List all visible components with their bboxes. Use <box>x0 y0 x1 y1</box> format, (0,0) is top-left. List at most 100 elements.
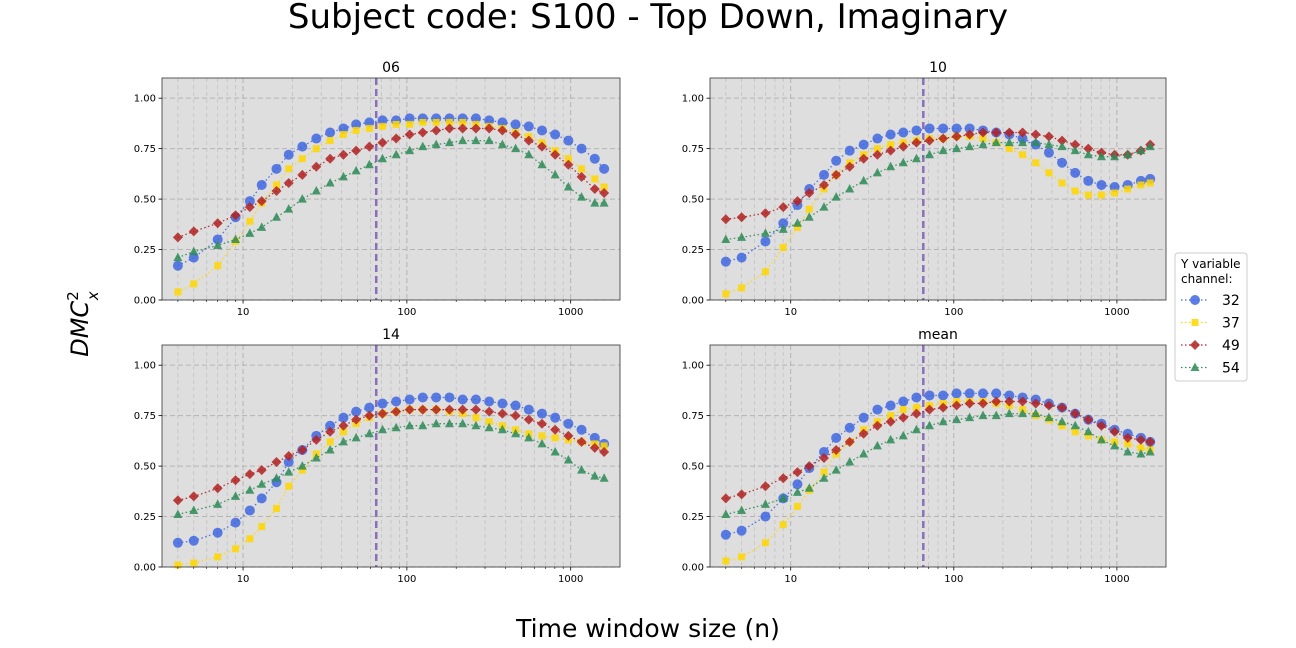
data-point-54 <box>257 479 267 488</box>
legend-entry-32: 32 <box>1181 293 1240 309</box>
data-point-32 <box>172 260 183 271</box>
data-point-37 <box>326 137 334 145</box>
data-point-37 <box>793 502 801 510</box>
data-point-54 <box>1004 408 1014 418</box>
data-point-49 <box>1096 420 1107 431</box>
subplot-10: 0.00 0.25 0.50 0.75 1.00 10 100 1000 10 <box>682 60 1167 318</box>
data-point-37 <box>174 561 182 569</box>
data-point-54 <box>351 432 361 442</box>
data-point-49 <box>1030 129 1041 140</box>
data-point-49 <box>351 145 362 156</box>
data-point-49 <box>736 489 747 500</box>
minor-grid <box>725 78 1110 300</box>
subplot-14: 0.00 0.25 0.50 0.75 1.00 10 100 1000 14 <box>134 327 621 585</box>
data-point-49 <box>858 428 869 439</box>
data-point-37 <box>285 165 293 173</box>
data-point-54 <box>952 143 962 153</box>
data-point-49 <box>720 214 731 225</box>
data-point-54 <box>418 420 428 430</box>
data-point-49 <box>1135 434 1146 445</box>
data-point-54 <box>311 186 321 195</box>
series-line-54 <box>177 139 605 259</box>
data-point-37 <box>591 175 599 183</box>
data-point-49 <box>938 402 949 413</box>
data-point-54 <box>721 234 731 243</box>
data-point-37 <box>1137 181 1145 189</box>
data-point-54 <box>524 149 534 159</box>
data-point-49 <box>1017 396 1028 407</box>
data-point-54 <box>297 461 307 470</box>
data-point-37 <box>285 482 293 490</box>
data-point-54 <box>458 135 468 145</box>
data-point-49 <box>720 493 731 504</box>
data-point-54 <box>311 453 321 462</box>
data-point-32 <box>431 392 442 403</box>
data-point-54 <box>778 493 788 502</box>
legend-entry-37: 37 <box>1181 316 1240 332</box>
data-point-37 <box>273 181 280 189</box>
data-point-54 <box>721 509 731 519</box>
data-point-49 <box>188 226 199 237</box>
data-point-49 <box>510 410 521 421</box>
data-point-49 <box>1043 400 1054 411</box>
data-point-37 <box>761 268 769 276</box>
data-point-32 <box>550 129 561 140</box>
data-point-32 <box>497 117 508 128</box>
data-point-49 <box>536 418 547 429</box>
data-point-49 <box>589 184 600 194</box>
x-tick-label: 10 <box>237 307 250 318</box>
data-point-37 <box>600 183 608 191</box>
data-point-32 <box>364 402 375 413</box>
data-point-32 <box>338 123 349 134</box>
data-point-54 <box>458 418 468 428</box>
y-tick-label: 0.25 <box>134 512 156 523</box>
data-point-32 <box>283 149 294 160</box>
data-point-37 <box>1124 440 1132 448</box>
data-point-32 <box>212 234 223 245</box>
data-point-54 <box>1110 151 1120 161</box>
y-tick-label: 0.25 <box>134 245 156 256</box>
data-point-54 <box>511 143 521 153</box>
data-point-32 <box>256 493 267 504</box>
data-point-54 <box>886 161 896 171</box>
data-point-32 <box>536 408 547 419</box>
y-tick-label: 0.00 <box>134 563 156 574</box>
data-point-37 <box>485 418 493 426</box>
data-point-49 <box>858 153 869 164</box>
data-point-49 <box>819 453 829 464</box>
data-point-32 <box>172 537 183 548</box>
data-point-54 <box>444 418 454 428</box>
legend-entry-49: 49 <box>1181 338 1240 354</box>
data-point-54 <box>231 491 241 500</box>
x-tick-label: 10 <box>784 574 797 585</box>
figure-title: Subject code: S100 - Top Down, Imaginary <box>288 0 1008 37</box>
data-point-54 <box>338 436 348 446</box>
data-point-49 <box>736 212 747 223</box>
data-point-49 <box>470 123 481 134</box>
data-point-37 <box>722 290 730 298</box>
data-point-54 <box>364 428 374 438</box>
data-point-54 <box>418 141 428 151</box>
data-point-32 <box>325 127 336 138</box>
data-point-32 <box>576 424 587 435</box>
data-point-32 <box>720 529 731 540</box>
data-point-32 <box>283 457 294 468</box>
data-point-32 <box>536 125 547 136</box>
data-point-32 <box>351 406 362 417</box>
data-point-32 <box>404 113 415 124</box>
legend-title-line1: Y variable <box>1180 257 1241 271</box>
data-point-37 <box>1005 145 1013 153</box>
data-point-54 <box>898 430 908 440</box>
y-tick-label: 0.75 <box>682 411 704 422</box>
data-point-32 <box>911 392 922 403</box>
data-point-54 <box>1044 139 1054 149</box>
data-point-54 <box>1136 145 1146 155</box>
data-point-54 <box>550 169 560 179</box>
data-point-32 <box>1083 175 1094 186</box>
data-point-32 <box>404 394 415 405</box>
data-point-54 <box>245 485 255 494</box>
data-point-49 <box>417 404 428 415</box>
data-point-49 <box>230 210 241 221</box>
data-point-49 <box>991 127 1002 138</box>
data-point-49 <box>760 481 771 492</box>
